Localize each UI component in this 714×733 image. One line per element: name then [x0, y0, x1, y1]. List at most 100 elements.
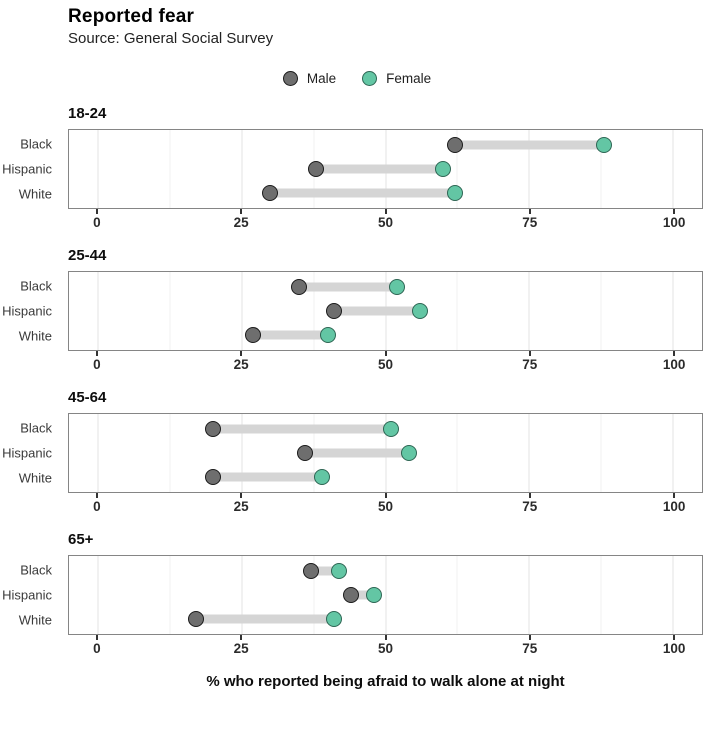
category-label-white: White	[18, 470, 52, 486]
connector-bar	[195, 614, 334, 624]
major-gridline	[672, 556, 674, 634]
male-dot	[187, 611, 204, 628]
plot-panel	[68, 555, 703, 635]
plot-row: Black Hispanic White	[0, 555, 714, 635]
x-tick-label: 75	[522, 357, 538, 372]
facet-25-44: 25-44 Black Hispanic White 0 25 50 75 100	[0, 247, 714, 377]
major-gridline	[241, 556, 243, 634]
male-dot	[204, 420, 221, 437]
major-gridline	[241, 414, 243, 492]
legend-item-female: Female	[362, 70, 431, 86]
minor-gridline	[169, 130, 171, 208]
x-tick-label: 0	[93, 357, 101, 372]
facet-panels: 18-24 Black Hispanic White 0 25 50 75 100 25-44 Bl…	[0, 105, 714, 661]
major-gridline	[97, 556, 99, 634]
plot-panel	[68, 271, 703, 351]
female-dot-icon	[362, 70, 378, 86]
x-axis: 0 25 50 75 100	[68, 493, 703, 519]
x-tick-mark	[673, 209, 676, 214]
female-dot	[325, 611, 342, 628]
x-tick-mark	[240, 493, 243, 498]
category-label-hispanic: Hispanic	[2, 587, 52, 603]
x-tick-mark	[528, 493, 531, 498]
female-dot	[435, 161, 452, 177]
female-dot	[319, 327, 336, 344]
x-tick-label: 25	[233, 641, 249, 656]
minor-gridline	[169, 556, 171, 634]
legend-label: Male	[306, 70, 337, 86]
x-tick-label: 100	[662, 499, 686, 514]
x-tick-mark	[673, 493, 676, 498]
plot-row: Black Hispanic White	[0, 413, 714, 493]
male-dot	[296, 445, 313, 461]
category-label-white: White	[18, 186, 52, 202]
facet-title: 65+	[68, 531, 94, 548]
x-tick-label: 0	[93, 641, 101, 656]
y-axis-labels: Black Hispanic White	[0, 555, 60, 635]
y-axis-labels: Black Hispanic White	[0, 271, 60, 351]
category-label-white: White	[18, 328, 52, 344]
category-label-hispanic: Hispanic	[2, 303, 52, 319]
major-gridline	[528, 272, 530, 350]
x-tick-mark	[95, 209, 98, 214]
x-tick-label: 0	[93, 499, 101, 514]
minor-gridline	[600, 130, 602, 208]
category-label-black: Black	[20, 420, 52, 436]
minor-gridline	[313, 556, 315, 634]
male-dot	[308, 161, 325, 177]
minor-gridline	[456, 130, 458, 208]
connector-bar	[333, 306, 421, 316]
x-tick-mark	[384, 635, 387, 640]
x-tick-label: 100	[662, 641, 686, 656]
male-dot	[204, 469, 221, 486]
connector-bar	[253, 330, 328, 340]
chart-title: Reported fear	[68, 6, 195, 27]
x-tick-label: 50	[377, 357, 394, 372]
x-tick-label: 25	[233, 215, 249, 230]
x-tick-label: 50	[377, 215, 394, 230]
legend-item-male: Male	[282, 70, 337, 86]
facet-45-64: 45-64 Black Hispanic White 0 25 50 75 100	[0, 389, 714, 519]
x-tick-label: 50	[377, 499, 394, 514]
x-tick-mark	[240, 351, 243, 356]
connector-bar	[270, 188, 455, 198]
category-label-white: White	[18, 612, 52, 628]
x-tick-label: 100	[662, 215, 686, 230]
female-dot	[389, 278, 405, 295]
major-gridline	[528, 556, 530, 634]
x-axis-title: % who reported being afraid to walk alon…	[206, 673, 565, 690]
plot-panel	[68, 413, 703, 493]
x-tick-label: 75	[522, 215, 538, 230]
y-axis-labels: Black Hispanic White	[0, 129, 60, 209]
x-tick-label: 50	[377, 641, 394, 656]
major-gridline	[672, 272, 674, 350]
category-label-hispanic: Hispanic	[2, 445, 52, 461]
x-tick-mark	[240, 209, 243, 214]
x-tick-label: 25	[233, 357, 249, 372]
x-tick-mark	[240, 635, 243, 640]
plot-panel	[68, 129, 703, 209]
major-gridline	[672, 130, 674, 208]
connector-bar	[454, 140, 605, 150]
minor-gridline	[456, 414, 458, 492]
facet-18-24: 18-24 Black Hispanic White 0 25 50 75 100	[0, 105, 714, 235]
male-dot	[262, 185, 279, 202]
male-dot	[302, 562, 319, 579]
female-dot	[331, 562, 348, 579]
connector-bar	[212, 424, 392, 434]
major-gridline	[97, 272, 99, 350]
x-tick-mark	[384, 209, 387, 214]
x-tick-mark	[384, 351, 387, 356]
minor-gridline	[600, 556, 602, 634]
female-dot	[412, 303, 429, 319]
connector-bar	[304, 448, 409, 458]
major-gridline	[97, 414, 99, 492]
major-gridline	[241, 130, 243, 208]
minor-gridline	[456, 556, 458, 634]
x-tick-label: 25	[233, 499, 249, 514]
female-dot	[446, 185, 463, 202]
female-dot	[400, 445, 417, 461]
facet-65plus: 65+ Black Hispanic White 0 25 50 75 100	[0, 531, 714, 661]
y-axis-labels: Black Hispanic White	[0, 413, 60, 493]
female-dot	[383, 420, 400, 437]
